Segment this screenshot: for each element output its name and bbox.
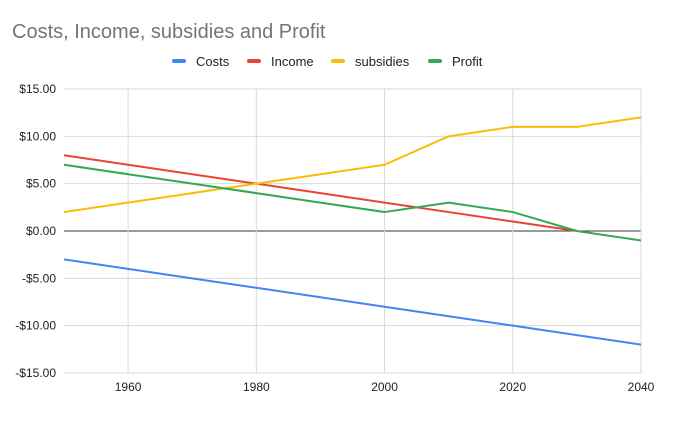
legend-swatch <box>172 59 186 63</box>
data-point-subsidies <box>447 134 451 138</box>
data-point-costs <box>190 276 194 280</box>
y-tick-label: -$5.00 <box>22 271 56 285</box>
legend-label: Costs <box>196 54 230 69</box>
data-point-income <box>318 191 322 195</box>
data-point-costs <box>318 295 322 299</box>
data-point-profit <box>511 210 515 214</box>
data-point-profit <box>126 172 130 176</box>
series-line-profit <box>63 163 642 242</box>
data-point-profit <box>254 191 258 195</box>
series-line-subsidies <box>63 116 642 214</box>
x-tick-label: 1980 <box>243 380 270 394</box>
data-point-income <box>383 201 387 205</box>
y-tick-label: $0.00 <box>26 224 56 238</box>
legend-label: Profit <box>452 54 483 69</box>
data-point-costs <box>254 286 258 290</box>
x-tick-label: 2040 <box>628 380 655 394</box>
x-tick-label: 2000 <box>371 380 398 394</box>
data-point-subsidies <box>511 125 515 129</box>
data-point-profit <box>62 163 66 167</box>
x-axis-ticks: 1960 1980 2000 2020 2040 <box>115 380 655 394</box>
y-tick-label: $5.00 <box>26 177 56 191</box>
legend-item-costs: Costs <box>172 54 230 69</box>
y-tick-label: $10.00 <box>19 129 56 143</box>
data-point-subsidies <box>126 201 130 205</box>
y-tick-label: $15.00 <box>19 82 56 96</box>
data-point-subsidies <box>575 125 579 129</box>
series-line-costs <box>63 258 642 346</box>
legend-swatch <box>428 59 442 63</box>
x-tick-label: 1960 <box>115 380 142 394</box>
legend-swatch <box>247 59 261 63</box>
data-point-income <box>190 172 194 176</box>
data-point-costs <box>639 343 643 347</box>
legend-item-subsidies: subsidies <box>331 54 410 69</box>
data-point-costs <box>511 324 515 328</box>
data-point-income <box>126 163 130 167</box>
legend-item-profit: Profit <box>428 54 483 69</box>
legend-label: Income <box>271 54 314 69</box>
data-point-subsidies <box>383 163 387 167</box>
data-point-profit <box>318 201 322 205</box>
data-point-profit <box>447 201 451 205</box>
legend-item-income: Income <box>247 54 314 69</box>
y-tick-label: -$15.00 <box>15 366 56 380</box>
data-point-costs <box>383 305 387 309</box>
data-point-profit <box>190 182 194 186</box>
series-line-income <box>63 154 578 232</box>
legend-label: subsidies <box>355 54 410 69</box>
data-point-costs <box>62 257 66 261</box>
data-point-profit <box>575 229 579 233</box>
data-point-costs <box>447 314 451 318</box>
y-tick-label: -$10.00 <box>15 319 56 333</box>
gridlines <box>64 88 642 374</box>
series-lines <box>62 115 643 347</box>
legend-swatch <box>331 59 345 63</box>
data-point-income <box>62 153 66 157</box>
data-point-income <box>511 220 515 224</box>
data-point-costs <box>575 333 579 337</box>
x-tick-label: 2020 <box>499 380 526 394</box>
data-point-subsidies <box>639 115 643 119</box>
data-point-profit <box>639 238 643 242</box>
data-point-income <box>447 210 451 214</box>
data-point-subsidies <box>318 172 322 176</box>
chart-title: Costs, Income, subsidies and Profit <box>12 21 326 43</box>
data-point-subsidies <box>190 191 194 195</box>
data-point-subsidies <box>62 210 66 214</box>
data-point-profit <box>383 210 387 214</box>
data-point-costs <box>126 267 130 271</box>
y-axis-ticks: $15.00 $10.00 $5.00 $0.00 -$5.00 -$10.00 -$15.… <box>15 82 56 380</box>
legend: Costs Income subsidies Profit <box>172 54 483 69</box>
data-point-subsidies <box>254 182 258 186</box>
